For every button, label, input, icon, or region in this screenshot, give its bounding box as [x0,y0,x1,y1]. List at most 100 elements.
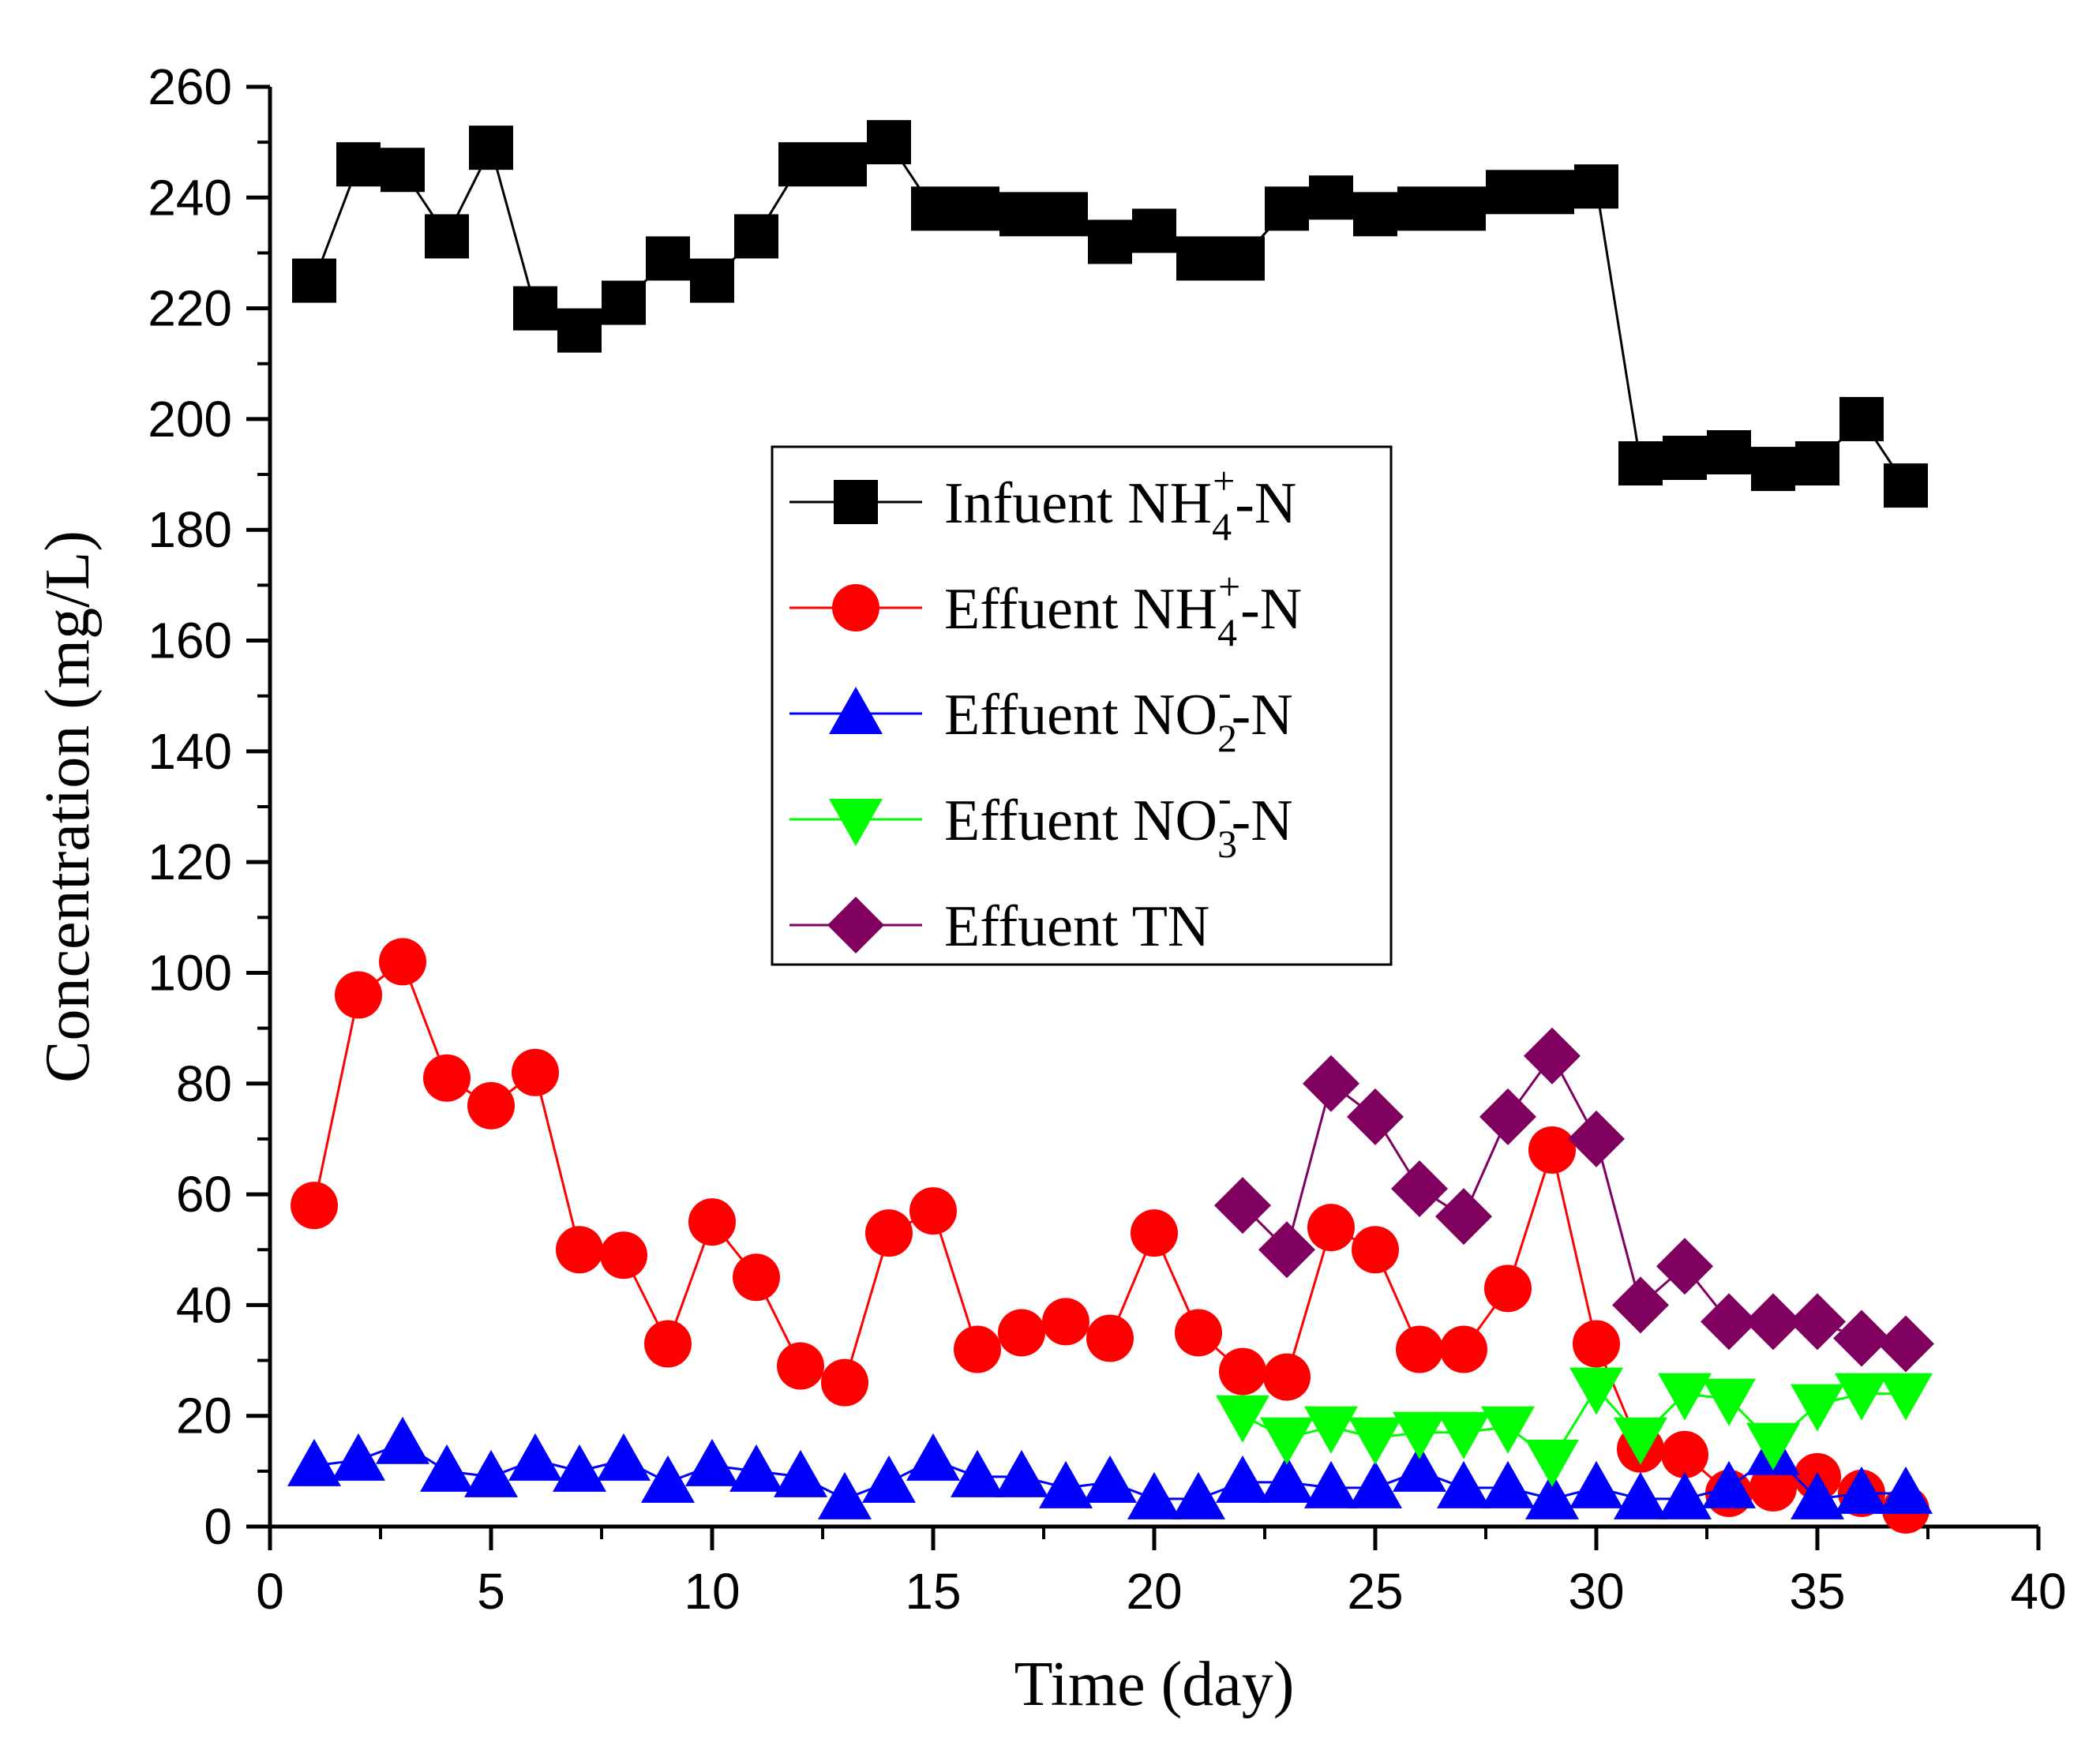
legend-label: Effuent NO3--N [944,776,1293,866]
data-point [1303,1055,1359,1112]
series-3 [287,1416,1933,1519]
data-point [1260,1455,1314,1503]
data-point [1258,1221,1315,1279]
data-point [291,1182,338,1230]
data-point [1437,1460,1491,1508]
data-point [862,1455,916,1503]
x-tick-label: 35 [1789,1563,1845,1620]
data-point [1221,236,1265,281]
data-point [379,938,426,986]
data-point [287,1438,341,1486]
data-point [685,1438,739,1486]
legend-item: Effuent NO2--N [789,670,1293,760]
data-point [1746,1422,1800,1471]
data-point [1309,175,1353,220]
data-point [1391,1160,1448,1218]
data-point [1083,1455,1137,1503]
x-tick-label: 20 [1126,1563,1182,1620]
data-point [1789,1293,1846,1351]
data-point [335,971,382,1019]
data-point [1614,1417,1667,1465]
data-point [1086,1314,1134,1362]
data-point [1042,1298,1089,1346]
data-point [1702,1460,1756,1508]
legend-marker [832,584,879,631]
data-point [995,1449,1048,1497]
data-point [1044,192,1088,237]
data-point [733,1253,780,1302]
y-tick-label: 220 [148,280,232,337]
data-point [423,1054,471,1102]
x-tick-label: 10 [684,1563,740,1620]
data-point [1618,441,1663,486]
data-point [1879,1466,1933,1514]
data-point [1304,1406,1358,1454]
data-point [774,1449,827,1497]
data-point [909,1187,957,1235]
data-point [1397,186,1442,231]
data-point [641,1455,695,1503]
series-5 [1214,1027,1934,1373]
data-point [1530,170,1574,215]
data-point [1568,1110,1625,1167]
data-point [1348,1460,1402,1508]
data-point [508,1433,562,1481]
data-point [1663,436,1707,481]
data-point [1216,1395,1269,1443]
data-point [1614,1471,1667,1519]
data-point [1172,1471,1225,1519]
data-point [1347,1088,1404,1145]
legend-item: Infuent NH4+-N [789,459,1296,549]
data-point [865,1209,913,1257]
data-point [867,120,911,165]
data-point [1525,1439,1579,1487]
data-point [1175,1309,1222,1357]
x-tick-label: 5 [477,1563,505,1620]
data-point [420,1444,474,1492]
data-point [512,1048,559,1096]
data-point [1835,1466,1888,1514]
data-point [597,1433,651,1481]
y-tick-label: 260 [148,58,232,115]
data-point [906,1433,960,1481]
data-point [1393,1411,1446,1459]
y-axis-title: Concentration (mg/L) [33,530,103,1083]
y-tick-label: 120 [148,834,232,890]
data-point [1479,1088,1536,1145]
data-point [292,258,336,303]
series-1 [292,120,1928,508]
legend-item: Effuent TN [789,894,1209,959]
data-point [1265,186,1309,231]
y-tick-label: 200 [148,391,232,448]
data-point [1701,1293,1757,1351]
legend-marker [834,480,878,524]
data-point [1835,1373,1888,1421]
data-point [1839,396,1884,441]
data-point [1884,463,1928,508]
data-point [600,1231,647,1280]
legend-marker [829,799,883,846]
data-point [469,126,513,170]
x-tick-label: 15 [905,1563,961,1620]
data-point [1658,1373,1712,1421]
data-point [690,258,734,303]
data-point [553,1444,606,1492]
data-point [1176,236,1221,281]
data-point [778,142,823,187]
data-point [1307,1204,1355,1252]
data-point [1573,1320,1620,1368]
legend-label: Infuent NH4+-N [944,459,1296,549]
legend-item: Effuent NH4+-N [789,564,1302,654]
legend: Infuent NH4+-N Effuent NH4+-N Effuent NO2-… [771,445,1393,966]
data-point [1707,430,1751,475]
data-point [1131,1209,1178,1257]
data-point [1795,441,1839,486]
axes: 0 20 40 60 80 100 120 140 160 180 200 220 240 260 0 5 10… [148,58,2066,1620]
data-point [1484,1265,1532,1313]
data-point [999,192,1044,237]
data-point [823,142,867,187]
y-tick-label: 20 [176,1388,232,1444]
data-point [1524,1027,1581,1085]
data-point [1612,1276,1669,1334]
